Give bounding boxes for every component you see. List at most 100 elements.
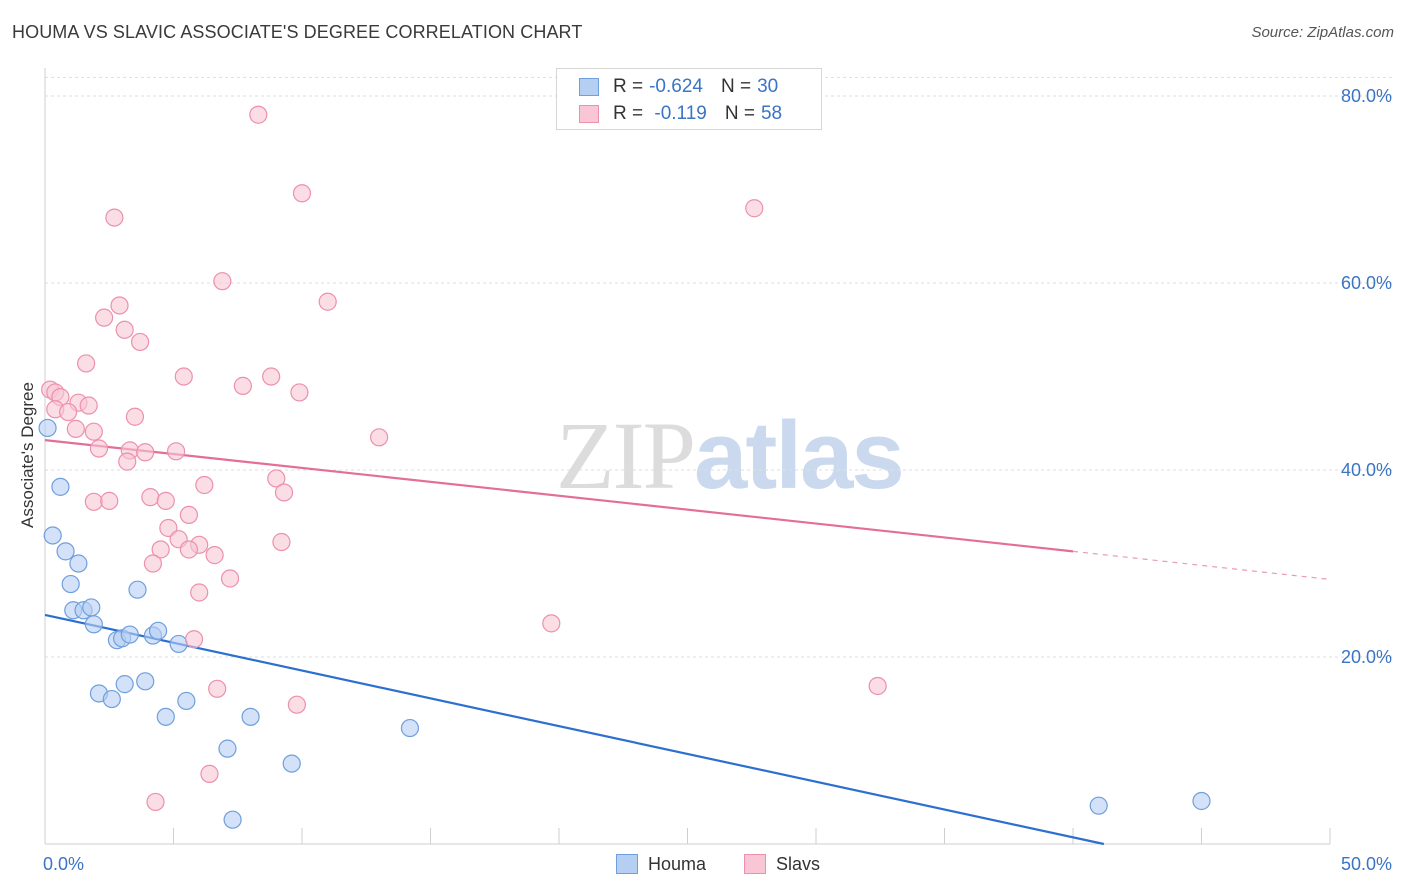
watermark: ZIPatlas [556,400,905,511]
houma-point [241,707,260,726]
houma-point [136,672,155,691]
slavs-point [125,407,145,426]
x-tick-label: 50.0% [1341,854,1392,874]
slavs-point [66,419,85,438]
slavs-point [267,469,286,488]
slavs-point [84,492,103,511]
y-tick-label: 20.0% [1341,647,1392,667]
slavs-point [179,540,199,559]
slavs-point [200,764,219,783]
slavs-point [868,676,887,696]
slavs-point [262,367,281,386]
slavs-point [213,272,232,291]
gridlines [45,76,1392,658]
houma-point [177,691,196,711]
legend-row-houma: R = -0.624 N = 30 [579,73,778,101]
slavs-point [77,354,96,373]
n-value: 30 [757,76,779,97]
houma-point [43,526,62,545]
houma-point [84,615,103,634]
x-tick-label: 0.0% [43,854,84,874]
slavs-legend-swatch [744,854,766,874]
axes [44,68,1331,845]
houma-point [218,739,237,758]
watermark-atlas: atlas [694,402,905,509]
r-value: -0.119 [649,103,707,124]
slavs-point [156,491,175,510]
houma-point [1089,796,1108,815]
slavs-trend-line [44,439,1074,553]
slavs-point [174,367,193,386]
r-label: R = [613,103,644,124]
houma-point [169,634,188,654]
slavs-point [318,292,337,311]
slavs-point [745,199,764,218]
slavs-point [220,569,240,588]
slavs-point [274,483,294,502]
legend-row-slavs: R = -0.119 N = 58 [579,100,782,128]
houma-point [400,718,420,738]
legend-item-houma[interactable]: Houma [616,852,706,876]
houma-point [56,542,75,561]
houma-point [1192,791,1211,811]
slavs-point [208,679,227,698]
slavs-point [84,422,103,441]
houma-point [51,477,70,496]
houma-point [148,621,168,640]
r-value: -0.624 [649,76,703,97]
houma-swatch [579,78,599,96]
slavs-point [184,630,204,649]
houma-point [128,580,147,599]
watermark-zip: ZIP [556,402,696,509]
houma-point [102,689,121,709]
y-tick-label: 80.0% [1341,86,1392,106]
n-label: N = [724,103,755,124]
n-value: 58 [760,103,783,124]
slavs-point [205,546,224,565]
houma-point [156,707,175,726]
slavs-point [195,475,214,495]
slavs-point [542,614,561,633]
houma-point [69,554,88,573]
slavs-point [79,396,98,415]
houma-point [82,598,101,617]
source-label: Source: ZipAtlas.com [1251,24,1394,41]
slavs-point [179,505,199,525]
legend-item-slavs[interactable]: Slavs [744,852,820,876]
houma-point [115,675,134,694]
slavs-point [146,792,165,812]
slavs-point [233,376,252,395]
houma-legend-swatch [616,854,638,874]
slavs-point [166,442,186,461]
slavs-point [95,308,114,327]
slavs-point [141,488,160,507]
slavs-point [143,554,163,573]
slavs-point [118,452,137,471]
slavs-point [370,428,389,447]
r-label: R = [613,76,644,97]
data-points [38,105,1211,829]
tick-labels: 20.0% 40.0% 60.0% 80.0% 0.0% 50.0% [43,86,1392,874]
houma-point [282,754,301,773]
slavs-point [190,583,209,602]
slavs-point [100,491,119,510]
chart-title: HOUMA VS SLAVIC ASSOCIATE'S DEGREE CORRE… [12,22,583,42]
slavs-point [130,332,150,352]
slavs-swatch [579,105,599,123]
slavs-point [110,296,129,315]
slavs-point [115,320,134,339]
y-tick-label: 60.0% [1341,273,1392,293]
slavs-point [290,383,309,402]
n-label: N = [720,76,752,97]
slavs-point [151,540,170,559]
slavs-point [89,439,109,458]
slavs-point [292,184,312,203]
slavs-legend-label: Slavs [776,853,821,874]
houma-point [223,810,242,829]
houma-trend-line [44,613,1105,846]
slavs-trend-extension [1072,550,1331,581]
slavs-point [105,208,124,227]
y-tick-label: 40.0% [1341,460,1392,480]
slavs-point [59,402,78,422]
slavs-point [249,105,268,124]
